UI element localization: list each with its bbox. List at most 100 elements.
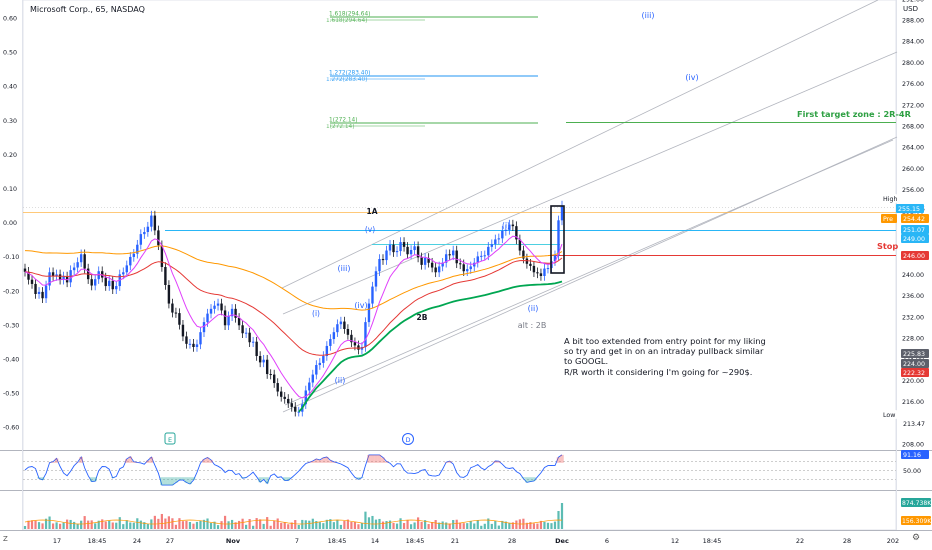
osc-overbought-fill: [128, 456, 133, 463]
right-axis-tick: 240.00: [902, 272, 924, 279]
osc-overbought-fill: [318, 459, 322, 463]
volume-bar: [406, 519, 409, 529]
volume-bar: [280, 522, 283, 529]
candle-body: [409, 250, 413, 255]
volume-bar: [259, 519, 262, 529]
osc-oversold-fill: [286, 477, 290, 481]
volume-bar: [129, 522, 132, 529]
right-axis-tick: 228.00: [902, 336, 924, 343]
candle-body: [251, 341, 255, 343]
osc-overbought-fill: [497, 461, 501, 463]
ema-slow-line: [24, 257, 563, 356]
osc-overbought-fill: [493, 461, 498, 463]
candle-body: [79, 254, 83, 263]
volume-bar: [322, 523, 325, 529]
timezone-button[interactable]: Z: [3, 535, 8, 543]
volume-bar: [434, 520, 437, 529]
candle-body: [339, 321, 343, 325]
price-tag: [901, 368, 929, 377]
volume-bar: [511, 522, 514, 529]
candle-body: [318, 362, 322, 366]
candle-body: [115, 286, 118, 290]
wave-label: (i): [502, 221, 510, 230]
candle-body: [129, 256, 132, 266]
candle-body: [480, 255, 483, 257]
candle-body: [51, 272, 55, 276]
candle-body: [518, 239, 522, 251]
candle-body: [308, 382, 311, 391]
osc-tag: [901, 450, 929, 459]
osc-tag-label: 50.00: [903, 468, 921, 475]
volume-bar: [23, 526, 27, 529]
price-tag-label: 249.00: [903, 236, 925, 243]
candle-body: [402, 242, 406, 247]
osc-oversold-fill: [188, 477, 192, 485]
candle-body: [90, 279, 93, 286]
candle-body: [136, 244, 139, 254]
volume-bar: [339, 524, 342, 529]
candle-body: [111, 280, 114, 290]
candle-body: [515, 226, 518, 240]
candle-body: [553, 255, 557, 262]
price-tag: [881, 194, 897, 203]
candle-body: [230, 308, 234, 317]
price-tag-label: 222.32: [903, 370, 925, 377]
candle-body: [378, 259, 381, 272]
time-axis-label: 28: [508, 537, 516, 545]
volume-bar: [381, 521, 385, 529]
osc-oversold-fill: [170, 477, 175, 486]
osc-overbought-fill: [202, 459, 206, 463]
volume-bar: [30, 520, 34, 529]
volume-bar: [329, 519, 332, 529]
price-tag: [901, 225, 929, 234]
osc-oversold-fill: [93, 477, 97, 482]
volume-bar: [118, 517, 121, 529]
osc-overbought-fill: [75, 462, 80, 463]
settings-icon[interactable]: ⚙: [912, 533, 921, 543]
dividend-marker[interactable]: [402, 433, 414, 445]
candle-body: [343, 321, 346, 329]
volume-bar: [371, 515, 374, 529]
volume-bar: [248, 519, 251, 529]
osc-oversold-fill: [167, 477, 171, 486]
volume-bar: [252, 525, 255, 529]
volume-bar: [139, 520, 142, 529]
volume-bar: [146, 523, 149, 529]
candle-body: [430, 262, 434, 268]
symbol-title[interactable]: Microsoft Corp., 65, NASDAQ: [28, 5, 147, 14]
time-axis-label: 18:45: [703, 537, 722, 545]
candle-body: [44, 285, 48, 299]
fib-level-label: 1.272(283.40): [329, 71, 370, 77]
candle-body: [223, 310, 227, 326]
candle-body: [371, 286, 374, 304]
candle-body: [237, 317, 241, 326]
candle-body: [216, 303, 220, 306]
candle-body: [501, 230, 504, 239]
volume-bar: [90, 520, 93, 529]
candle-body: [504, 229, 508, 231]
wave-label: (ii): [528, 304, 539, 313]
osc-oversold-fill: [37, 477, 41, 479]
earnings-marker[interactable]: [164, 432, 176, 445]
candle-body: [437, 266, 441, 273]
volume-bar: [336, 519, 339, 529]
volume-bar: [269, 525, 272, 529]
candle-body: [27, 271, 30, 280]
volume-bar: [483, 523, 486, 529]
candle-body: [444, 254, 448, 263]
volume-bar: [245, 524, 248, 529]
candle-body: [153, 215, 157, 231]
price-tag-label: 225.83: [903, 351, 925, 358]
candle-body: [280, 391, 283, 397]
candle-body: [93, 279, 97, 286]
currency-label[interactable]: USD: [903, 5, 918, 13]
candle-body: [178, 313, 181, 325]
price-tag: [881, 214, 897, 223]
volume-bar: [560, 503, 564, 529]
osc-oversold-fill: [110, 477, 115, 478]
volume-bar: [480, 525, 483, 529]
candle-body: [529, 263, 532, 266]
osc-overbought-fill: [125, 458, 129, 463]
candle-body: [294, 406, 297, 412]
